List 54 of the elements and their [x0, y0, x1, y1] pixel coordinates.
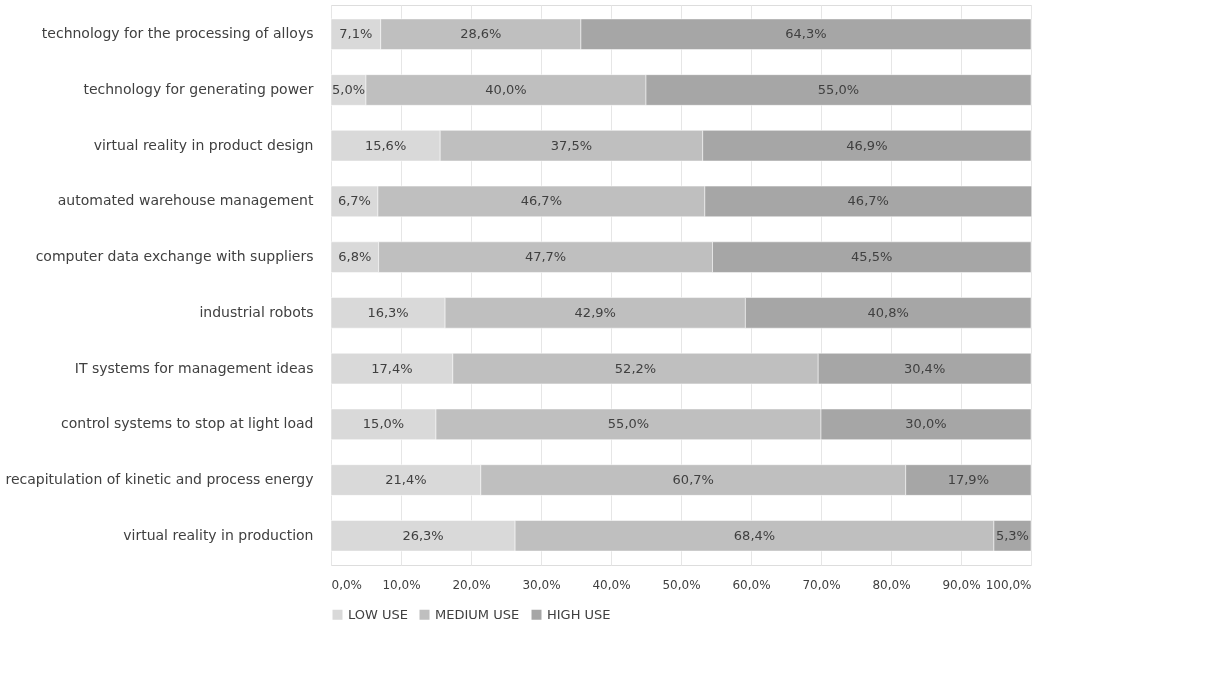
- data-label: 6,8%: [338, 249, 372, 265]
- data-label: 7,1%: [339, 26, 373, 42]
- y-tick-label: virtual reality in product design: [93, 136, 314, 153]
- data-label: 6,7%: [337, 193, 371, 209]
- data-label: 60,7%: [672, 472, 714, 488]
- data-label: 17,9%: [947, 472, 990, 488]
- data-label: 64,3%: [785, 26, 827, 42]
- data-label: 46,9%: [846, 137, 888, 153]
- data-label: 46,7%: [847, 193, 889, 209]
- x-tick-label: 50,0%: [662, 577, 701, 592]
- x-tick-label: 100,0%: [985, 577, 1032, 592]
- y-tick-label: recapitulation of kinetic and process energy: [5, 471, 314, 488]
- x-tick-label: 60,0%: [732, 577, 771, 592]
- data-label: 37,5%: [550, 137, 593, 153]
- data-label: 30,0%: [905, 416, 947, 432]
- data-label: 52,2%: [614, 360, 657, 376]
- data-label: 55,0%: [607, 416, 650, 432]
- x-tick-label: 80,0%: [872, 577, 911, 592]
- data-label: 5,3%: [995, 527, 1029, 543]
- data-label: 46,7%: [520, 193, 563, 209]
- x-tick-label: 90,0%: [942, 577, 981, 592]
- x-tick-label: 30,0%: [522, 577, 561, 592]
- y-tick-label: technology for the processing of alloys: [41, 25, 314, 42]
- data-label: 47,7%: [524, 249, 567, 265]
- data-label: 42,9%: [574, 304, 616, 320]
- y-tick-label: control systems to stop at light load: [61, 415, 314, 432]
- legend-label: MEDIUM USE: [435, 606, 520, 622]
- y-tick-label: technology for generating power: [83, 80, 314, 97]
- y-tick-label: virtual reality in production: [123, 526, 314, 543]
- data-label: 17,4%: [371, 360, 413, 376]
- data-label: 5,0%: [331, 81, 366, 97]
- x-tick-label: 40,0%: [592, 577, 631, 592]
- data-label: 40,0%: [485, 81, 527, 97]
- x-tick-label: 0,0%: [331, 577, 362, 592]
- data-label: 21,4%: [385, 472, 427, 488]
- data-label: 55,0%: [817, 81, 860, 97]
- data-label: 15,0%: [362, 416, 405, 432]
- data-label: 45,5%: [851, 249, 893, 265]
- data-label: 16,3%: [367, 304, 409, 320]
- data-label: 26,3%: [402, 527, 444, 543]
- y-tick-label: automated warehouse management: [57, 192, 314, 209]
- x-tick-label: 70,0%: [802, 577, 841, 592]
- y-tick-label: computer data exchange with suppliers: [35, 248, 314, 265]
- data-label: 40,8%: [867, 304, 909, 320]
- y-tick-label: industrial robots: [199, 303, 314, 320]
- x-tick-label: 20,0%: [452, 577, 491, 592]
- data-label: 30,4%: [903, 360, 946, 376]
- data-label: 15,6%: [364, 137, 407, 153]
- data-label: 28,6%: [460, 26, 502, 42]
- legend-label: LOW USE: [348, 606, 408, 622]
- x-tick-label: 10,0%: [382, 577, 421, 592]
- legend-label: HIGH USE: [547, 606, 611, 622]
- y-tick-label: IT systems for management ideas: [74, 359, 314, 376]
- data-label: 68,4%: [733, 527, 776, 543]
